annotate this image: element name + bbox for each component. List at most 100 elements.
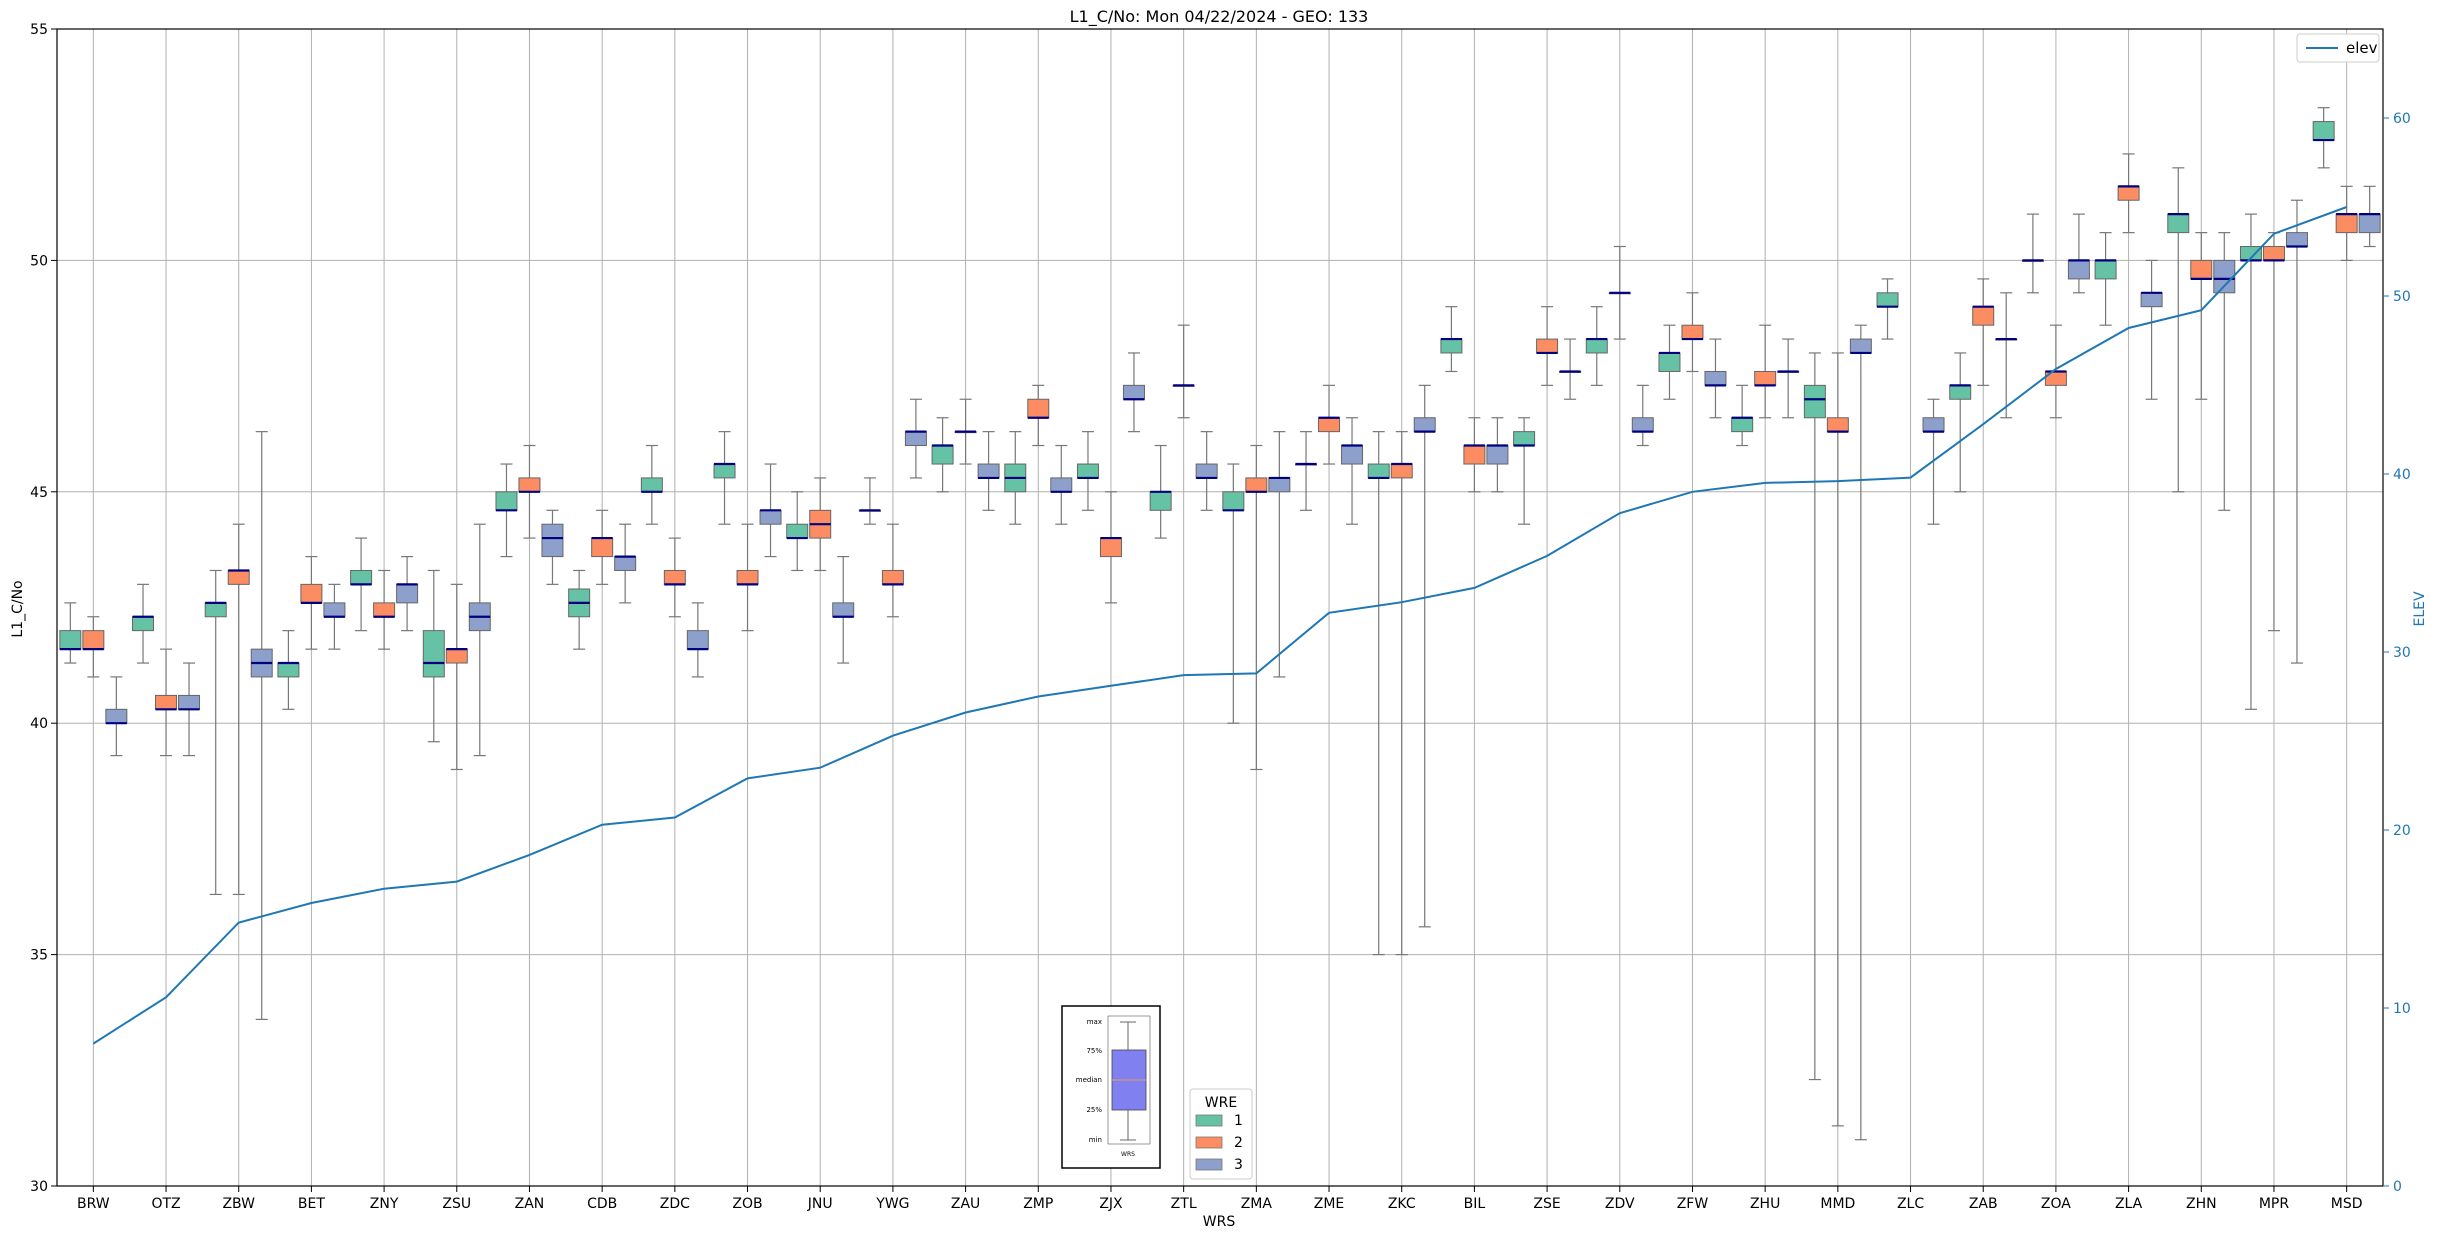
- wre-legend-swatch-1: [1195, 1114, 1223, 1127]
- box-zla-wre1-body: [2094, 259, 2117, 280]
- x-tick-label-zhu: ZHU: [1750, 1196, 1780, 1212]
- box-cdb-wre2: [591, 509, 614, 585]
- box-zse-wre2-body: [1536, 338, 1559, 354]
- box-zoa-wre1: [2021, 213, 2044, 294]
- inset-label-median: median: [1076, 1076, 1102, 1084]
- box-bil-wre2: [1463, 417, 1486, 493]
- x-tick-label-zan: ZAN: [515, 1196, 545, 1212]
- box-zma-wre2: [1245, 444, 1268, 771]
- y-tick-label-55: 55: [30, 22, 48, 38]
- box-mmd-wre3-body: [1849, 338, 1872, 354]
- box-zhu-wre2-body: [1754, 370, 1777, 386]
- box-zau-wre3: [977, 431, 1000, 511]
- x-tick-label-zdv: ZDV: [1605, 1196, 1635, 1212]
- box-msd-wre1: [2312, 107, 2335, 169]
- box-zau-wre2: [954, 398, 977, 465]
- box-zfw-wre3: [1704, 338, 1727, 419]
- box-zbw-wre1-body: [204, 602, 227, 618]
- box-zob-wre1-body: [713, 463, 736, 479]
- box-zlc-wre1-body: [1876, 292, 1899, 308]
- wre-legend-label-3: 3: [1234, 1157, 1243, 1173]
- box-zab-wre3: [1995, 292, 2018, 419]
- inset-label-max: max: [1087, 1018, 1102, 1026]
- box-zme-wre2-body: [1318, 417, 1341, 433]
- box-zdc-wre3-body: [686, 630, 709, 650]
- box-jnu-wre1: [786, 491, 809, 572]
- box-zlc-wre3-body: [1922, 417, 1945, 433]
- box-zdv-wre3: [1631, 384, 1654, 447]
- box-zny-wre2-body: [373, 602, 396, 618]
- box-jnu-wre3: [832, 555, 855, 664]
- box-zan-wre1: [495, 463, 518, 558]
- box-zan-wre2-body: [518, 477, 541, 493]
- box-zab-wre1: [1949, 352, 1972, 493]
- x-tick-label-zau: ZAU: [951, 1196, 980, 1212]
- box-zkc-wre1-body: [1367, 463, 1390, 479]
- box-bil-wre1: [1440, 306, 1463, 373]
- box-zkc-wre1: [1367, 431, 1390, 956]
- box-zob-wre3: [759, 463, 782, 558]
- box-zny-wre1: [350, 537, 373, 632]
- wre-legend-frame: [1189, 1088, 1253, 1180]
- box-zau-wre1: [931, 417, 954, 493]
- box-zdc-wre1: [640, 444, 663, 525]
- box-zkc-wre3-body: [1413, 417, 1436, 433]
- box-zjx-wre1: [1076, 431, 1099, 511]
- box-mpr-wre3: [2285, 199, 2308, 664]
- box-zab-wre1-body: [1949, 384, 1972, 400]
- box-zjx-wre1-body: [1076, 463, 1099, 479]
- box-mmd-wre1-body: [1803, 384, 1826, 419]
- box-jnu-wre2: [809, 477, 832, 572]
- box-mpr-wre2-body: [2262, 246, 2285, 261]
- box-zob-wre2: [736, 523, 759, 632]
- box-zny-wre3: [396, 555, 419, 632]
- box-zlc-wre1: [1876, 278, 1899, 340]
- x-tick-label-zfw: ZFW: [1677, 1196, 1709, 1212]
- box-ywg-wre2-body: [881, 569, 904, 585]
- box-bil-wre2-body: [1463, 445, 1486, 465]
- wre-legend-label-2: 2: [1234, 1135, 1243, 1151]
- box-zkc-wre2-body: [1390, 463, 1413, 479]
- box-zma-wre1-body: [1222, 491, 1245, 511]
- box-zdc-wre3: [686, 602, 709, 678]
- y-tick-label-30: 30: [30, 1179, 48, 1195]
- x-tick-label-zoa: ZOA: [2041, 1196, 2071, 1212]
- wre-legend-label-1: 1: [1234, 1113, 1243, 1129]
- box-zfw-wre1-body: [1658, 352, 1681, 372]
- box-ztl-wre1: [1149, 444, 1172, 539]
- boxplot-explainer-inset: max 75% median 25% min WRS: [1061, 1005, 1161, 1169]
- box-zme-wre2: [1318, 384, 1341, 465]
- box-bil-wre1-body: [1440, 338, 1463, 354]
- inset-label-q3: 75%: [1086, 1047, 1102, 1055]
- box-zbw-wre2-body: [227, 569, 250, 585]
- box-msd-wre3: [2358, 185, 2381, 248]
- box-zhn-wre3: [2213, 232, 2236, 511]
- box-ztl-wre3-body: [1195, 463, 1218, 479]
- wre-legend-swatch-3: [1195, 1158, 1223, 1171]
- elev-legend-label: elev: [2346, 39, 2378, 57]
- box-msd-wre1-body: [2312, 121, 2335, 141]
- box-brw-wre2-body: [82, 630, 105, 650]
- y2-tick-label-40: 40: [2393, 467, 2411, 483]
- box-zbw-wre3: [250, 431, 273, 1020]
- y-tick-label-45: 45: [30, 485, 48, 501]
- x-tick-label-zab: ZAB: [1969, 1196, 1998, 1212]
- y-tick-label-35: 35: [30, 948, 48, 964]
- x-tick-label-cdb: CDB: [587, 1196, 617, 1212]
- box-zan-wre1-body: [495, 491, 518, 511]
- box-msd-wre2-body: [2335, 213, 2358, 234]
- box-jnu-wre3-body: [832, 602, 855, 618]
- box-zma-wre3-body: [1268, 477, 1291, 493]
- x-tick-label-zdc: ZDC: [660, 1196, 690, 1212]
- box-zse-wre1-body: [1513, 431, 1536, 447]
- box-zdv-wre3-body: [1631, 417, 1654, 433]
- box-zfw-wre2-body: [1681, 324, 1704, 340]
- box-zoa-wre3-body: [2067, 259, 2090, 280]
- box-zsu-wre2-body: [445, 648, 468, 664]
- plot-frame: [56, 28, 2384, 1187]
- box-zdc-wre2: [663, 537, 686, 618]
- box-zhn-wre1-body: [2167, 213, 2190, 234]
- box-zjx-wre3-body: [1122, 384, 1145, 400]
- box-zkc-wre2: [1390, 431, 1413, 956]
